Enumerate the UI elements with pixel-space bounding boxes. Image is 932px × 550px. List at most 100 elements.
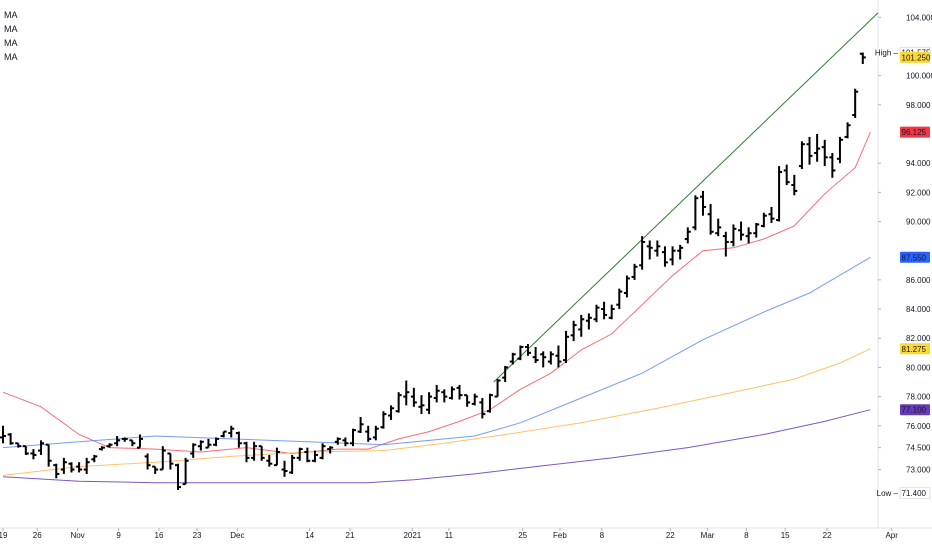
ma-line-2 bbox=[2, 348, 871, 476]
ohlc-bar bbox=[220, 430, 227, 438]
time-tick-label: Feb bbox=[553, 531, 567, 540]
time-tick-label: 14 bbox=[305, 531, 314, 540]
ohlc-bar bbox=[175, 463, 181, 490]
ohlc-bar bbox=[182, 457, 189, 486]
high-marker-label: High – bbox=[875, 49, 899, 58]
legend-item[interactable]: MA bbox=[4, 38, 18, 48]
ohlc-bar bbox=[563, 330, 570, 364]
ma-line-0 bbox=[2, 132, 871, 455]
ohlc-bar bbox=[342, 437, 349, 447]
ohlc-bar bbox=[479, 398, 486, 419]
ohlc-bar bbox=[585, 313, 592, 330]
ohlc-bar bbox=[502, 365, 509, 382]
time-tick-label: 2021 bbox=[403, 531, 421, 540]
ohlc-bar bbox=[83, 457, 90, 474]
time-tick-label: Apr bbox=[885, 531, 898, 540]
ohlc-bar bbox=[738, 221, 745, 241]
low-marker-text: 71.400 bbox=[902, 489, 927, 498]
time-tick-label: 15 bbox=[781, 531, 790, 540]
ohlc-bar bbox=[403, 380, 410, 406]
price-axis[interactable]: 104.000 100.000 98.000 94.000 92.000 90.000 86… bbox=[875, 13, 932, 499]
ma-blue-badge-text: 87.550 bbox=[902, 253, 927, 262]
ma-blue-badge-bg bbox=[900, 251, 930, 263]
ma-line-3 bbox=[2, 409, 871, 484]
ohlc-bar bbox=[578, 314, 585, 337]
last-price-badge-text: 101.250 bbox=[902, 53, 931, 62]
ohlc-bar bbox=[30, 449, 37, 460]
ohlc-bar bbox=[136, 434, 143, 449]
ohlc-bar bbox=[829, 152, 836, 178]
ohlc-bar bbox=[121, 437, 128, 442]
ohlc-bar bbox=[228, 425, 235, 438]
price-tick-label: 92.000 bbox=[906, 188, 931, 197]
ohlc-bar bbox=[266, 454, 273, 467]
time-tick-label: 22 bbox=[823, 531, 832, 540]
ohlc-bar bbox=[311, 450, 318, 463]
ma-red-badge: 96.125 bbox=[900, 126, 930, 138]
ohlc-bar bbox=[608, 304, 615, 320]
ohlc-bar bbox=[327, 446, 334, 454]
ohlc-bar bbox=[859, 52, 866, 64]
ohlc-bar bbox=[798, 141, 805, 170]
ma-line-1 bbox=[2, 256, 871, 449]
ohlc-bar bbox=[319, 443, 326, 460]
indicator-legend: MA MA MA MA bbox=[4, 8, 18, 64]
price-tick-label: 84.000 bbox=[906, 305, 931, 314]
ohlc-bar bbox=[433, 384, 440, 403]
plot-area[interactable] bbox=[0, 0, 932, 529]
time-axis[interactable]: 19 26 Nov 9 16 23 Dec 14 21 2021 11 25 Feb 8 22 Mar 8 15 2… bbox=[0, 528, 898, 540]
time-tick-label: Dec bbox=[230, 531, 244, 540]
ohlc-bar bbox=[836, 136, 843, 164]
time-tick-label: Nov bbox=[70, 531, 84, 540]
ohlc-bar bbox=[441, 389, 448, 403]
ohlc-bar bbox=[152, 465, 159, 474]
ohlc-bar bbox=[159, 446, 166, 471]
ohlc-bar bbox=[646, 240, 653, 260]
ohlc-bar bbox=[623, 275, 630, 298]
ohlc-bar bbox=[669, 246, 676, 266]
ohlc-bar bbox=[98, 446, 105, 451]
ohlc-bar bbox=[205, 438, 212, 449]
ohlc-bar bbox=[76, 462, 83, 473]
legend-item[interactable]: MA bbox=[4, 10, 18, 20]
time-tick-label: 23 bbox=[193, 531, 202, 540]
time-tick-label: 11 bbox=[445, 531, 454, 540]
ohlc-bar bbox=[22, 445, 29, 455]
ma-red-badge-bg bbox=[900, 126, 930, 138]
ohlc-bar bbox=[235, 431, 242, 448]
ohlc-bar bbox=[296, 447, 303, 461]
price-tick-label: 76.000 bbox=[906, 422, 931, 431]
ohlc-bar bbox=[821, 139, 828, 167]
price-tick-label: 90.000 bbox=[906, 218, 931, 227]
ohlc-bar bbox=[639, 236, 646, 270]
legend-item[interactable]: MA bbox=[4, 52, 18, 62]
ohlc-bar bbox=[509, 352, 516, 365]
ohlc-bar bbox=[38, 440, 45, 455]
price-tick-label: 82.000 bbox=[906, 334, 931, 343]
ohlc-bar bbox=[448, 386, 455, 400]
ohlc-bar bbox=[357, 417, 364, 434]
ohlc-bar bbox=[631, 263, 638, 280]
ma-purple-badge-bg bbox=[900, 404, 930, 416]
ohlc-bar bbox=[289, 454, 296, 474]
ma-blue-badge: 87.550 bbox=[900, 251, 930, 263]
ohlc-bar bbox=[197, 440, 204, 451]
legend-item[interactable]: MA bbox=[4, 24, 18, 34]
price-tick-label: 80.000 bbox=[906, 363, 931, 372]
ohlc-bar bbox=[677, 244, 684, 260]
ohlc-bar bbox=[68, 462, 75, 473]
ohlc-bar bbox=[410, 387, 417, 407]
low-marker-bg bbox=[899, 487, 931, 499]
ohlc-bar bbox=[753, 222, 760, 238]
ohlc-bar bbox=[106, 443, 113, 448]
ohlc-bar bbox=[426, 392, 433, 415]
ohlc-bar bbox=[707, 204, 714, 235]
ohlc-bar bbox=[601, 301, 608, 320]
ohlc-bar bbox=[114, 435, 121, 447]
last-price-badge: 101.250 bbox=[900, 51, 931, 63]
price-tick-label: 73.000 bbox=[906, 466, 931, 475]
ohlc-bar bbox=[190, 443, 197, 458]
ohlc-bar bbox=[304, 447, 311, 463]
